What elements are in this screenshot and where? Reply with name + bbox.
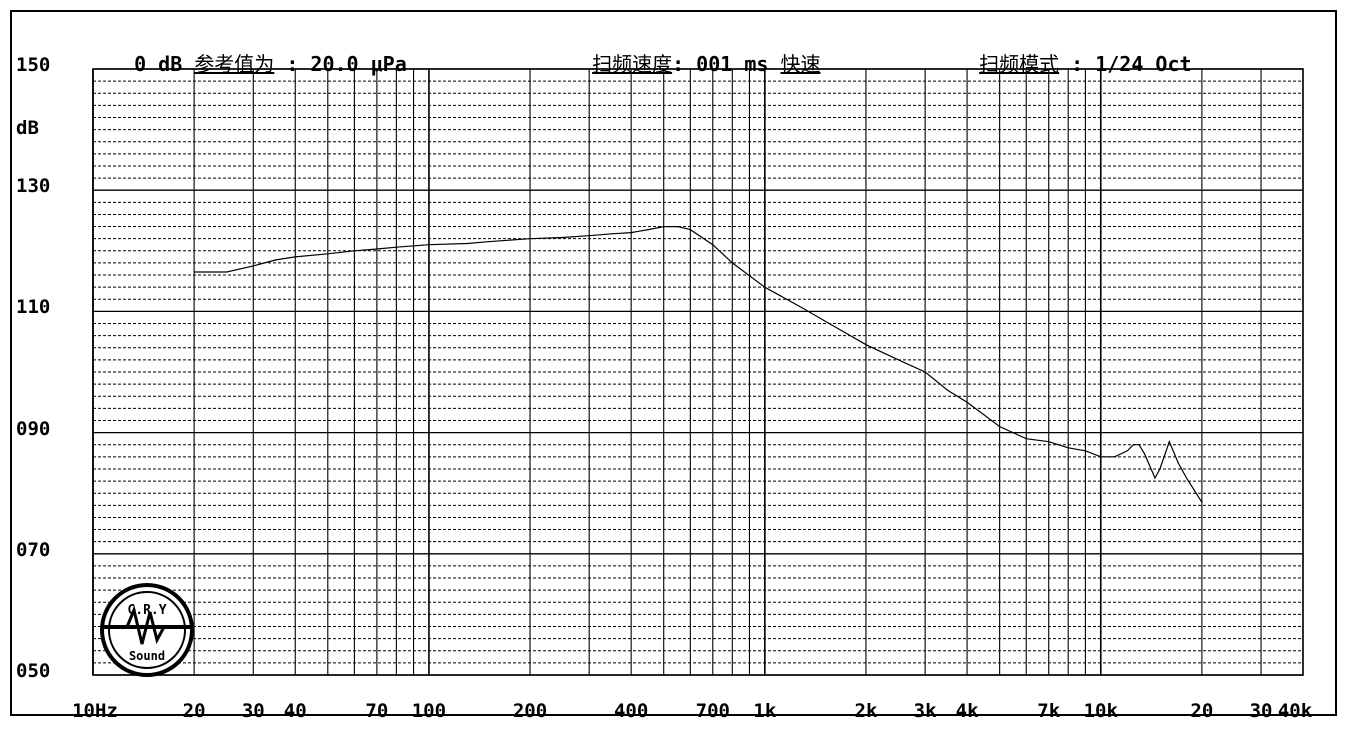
header-sweep-mode-cjk: 扫频模式 xyxy=(979,52,1060,76)
data-point xyxy=(588,235,590,237)
x-tick-label: 4k xyxy=(955,700,979,722)
data-point xyxy=(764,286,766,288)
data-point xyxy=(1084,450,1086,452)
data-point xyxy=(428,244,430,246)
data-point xyxy=(1126,450,1128,452)
x-tick-label: 1k xyxy=(753,700,777,722)
x-tick-label: 30 xyxy=(241,700,265,722)
data-point xyxy=(376,248,378,250)
data-point xyxy=(731,262,733,264)
data-point xyxy=(1177,462,1179,464)
data-point xyxy=(1201,501,1203,503)
y-tick-label: 050 xyxy=(16,660,51,682)
data-point xyxy=(226,271,228,273)
data-point xyxy=(395,246,397,248)
header-ref-value: : 20.0 μPa xyxy=(274,52,407,76)
x-tick-label: 2k xyxy=(854,700,878,722)
data-point xyxy=(1159,468,1161,470)
x-tick-label: 200 xyxy=(512,700,548,722)
data-point xyxy=(353,250,355,252)
data-point xyxy=(252,265,254,267)
data-point xyxy=(1132,444,1134,446)
data-point xyxy=(466,242,468,245)
x-tick-label: 700 xyxy=(695,700,730,722)
header-sweep-speed-value: : 001 ms xyxy=(672,52,781,76)
data-point xyxy=(897,359,900,361)
header-ref: 0 dB 参考值为 : 20.0 μPa xyxy=(110,34,407,74)
x-tick-label: 20 xyxy=(1190,700,1214,722)
x-tick-label: 40k xyxy=(1277,700,1313,722)
x-tick-label: 400 xyxy=(613,700,649,722)
data-point xyxy=(561,236,564,239)
x-tick-label: 7k xyxy=(1037,700,1061,722)
data-point xyxy=(1154,477,1156,479)
y-tick-label: 130 xyxy=(16,175,51,198)
y-tick-label: 110 xyxy=(16,296,51,319)
data-point xyxy=(999,425,1001,428)
y-unit-label: dB xyxy=(16,117,39,139)
data-point xyxy=(647,228,649,231)
x-tick-label: 10Hz xyxy=(72,700,118,722)
data-point xyxy=(966,401,968,403)
x-tick-label: 100 xyxy=(411,700,447,722)
x-tick-label: 30 xyxy=(1249,700,1273,722)
header-sweep-fast-cjk: 快速 xyxy=(780,52,821,76)
data-point xyxy=(865,344,867,346)
header-ref-label: 0 dB xyxy=(134,52,195,76)
series-line-1 xyxy=(194,226,1203,503)
header-ref-cjk: 参考值为 xyxy=(194,52,275,76)
data-point xyxy=(1138,444,1140,446)
cry-sound-logo: C.R.Y Sound xyxy=(100,583,194,677)
data-point xyxy=(193,271,195,273)
data-point xyxy=(1143,453,1146,455)
y-tick-label: 070 xyxy=(16,538,51,561)
data-point xyxy=(689,228,691,231)
plot-border xyxy=(92,68,1304,676)
data-point xyxy=(1168,441,1170,443)
header-sweep-mode: 扫频模式 : 1/24 Oct xyxy=(955,34,1192,76)
x-tick-label: 70 xyxy=(365,700,389,722)
x-tick-label: 3k xyxy=(913,700,937,722)
header-sweep-speed-cjk: 扫频速度 xyxy=(592,52,673,76)
data-point xyxy=(1185,477,1188,479)
data-point xyxy=(275,259,277,261)
data-point xyxy=(1048,441,1050,443)
y-tick-label: 090 xyxy=(16,417,51,440)
logo-text-bottom: Sound xyxy=(129,649,165,663)
chart-canvas: C.R.Y Sound xyxy=(92,68,1304,677)
data-point xyxy=(487,241,489,243)
plot-frame: C.R.Y Sound xyxy=(10,10,1337,716)
data-point xyxy=(1100,456,1102,458)
x-tick-label: 40 xyxy=(283,700,307,722)
y-tick-label: 150 xyxy=(16,54,51,76)
data-point xyxy=(924,371,926,373)
grid xyxy=(92,68,1304,676)
data-point xyxy=(712,244,714,246)
data-point xyxy=(294,256,296,258)
data-point xyxy=(677,225,679,228)
data-point xyxy=(611,233,613,235)
data-point xyxy=(1067,447,1069,449)
header-sweep-mode-value: : 1/24 Oct xyxy=(1059,52,1192,76)
data-point xyxy=(947,389,949,391)
data-point xyxy=(1114,456,1116,458)
data-point xyxy=(327,253,329,255)
logo-text-top: C.R.Y xyxy=(127,603,166,618)
data-point xyxy=(823,319,825,322)
data-point xyxy=(1025,438,1027,440)
data-point xyxy=(663,225,665,228)
data-point xyxy=(529,238,531,240)
x-tick-label: 10k xyxy=(1083,700,1118,722)
header-sweep-speed: 扫频速度: 001 ms 快速 xyxy=(568,34,820,74)
x-tick-label: 20 xyxy=(182,700,206,722)
data-point xyxy=(802,307,804,309)
trace-layer xyxy=(193,225,1203,503)
data-point xyxy=(630,232,632,234)
